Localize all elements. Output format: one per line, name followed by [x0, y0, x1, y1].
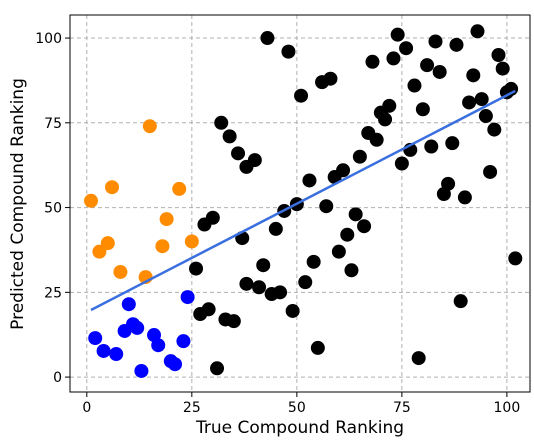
point — [134, 363, 149, 378]
y-tick-label: 100 — [35, 31, 62, 47]
point — [453, 294, 468, 309]
point — [336, 163, 351, 178]
point — [239, 276, 254, 291]
point — [155, 239, 170, 254]
y-tick-label: 50 — [44, 201, 62, 217]
point — [294, 88, 309, 103]
y-tick-label: 0 — [53, 370, 62, 386]
point — [180, 290, 195, 305]
y-tick-label: 75 — [44, 116, 62, 132]
point — [457, 190, 472, 205]
point — [319, 199, 334, 214]
point — [151, 338, 166, 353]
point — [306, 254, 321, 269]
point — [478, 109, 493, 124]
point — [201, 302, 216, 317]
point — [130, 320, 145, 335]
point — [474, 92, 489, 107]
point — [357, 219, 372, 234]
point — [365, 54, 380, 69]
point — [88, 331, 103, 346]
point — [348, 207, 363, 222]
x-tick-label: 75 — [393, 400, 411, 416]
point — [428, 34, 443, 49]
point — [231, 146, 246, 161]
point — [168, 357, 183, 372]
point — [84, 193, 99, 208]
x-tick-label: 100 — [494, 400, 521, 416]
point — [256, 258, 271, 273]
point — [184, 234, 199, 249]
point — [424, 139, 439, 154]
point — [432, 64, 447, 79]
plot-frame — [69, 14, 531, 393]
point — [226, 314, 241, 329]
point — [210, 361, 225, 376]
point — [285, 303, 300, 318]
point — [142, 119, 157, 134]
point — [159, 212, 174, 227]
point — [310, 340, 325, 355]
point — [344, 263, 359, 278]
x-tick-label: 25 — [183, 400, 201, 416]
point — [399, 41, 414, 56]
point — [386, 51, 401, 66]
y-tick-label: 25 — [44, 285, 62, 301]
point — [298, 275, 313, 290]
point — [323, 71, 338, 86]
point — [247, 153, 262, 168]
point — [281, 44, 296, 59]
point — [470, 24, 485, 39]
point — [197, 217, 212, 232]
point — [176, 334, 191, 349]
point — [466, 68, 481, 83]
point — [109, 347, 124, 362]
point — [214, 115, 229, 130]
point — [113, 264, 128, 279]
point — [100, 236, 115, 251]
point — [252, 280, 267, 295]
x-tick-label: 0 — [82, 400, 91, 416]
point — [390, 27, 405, 42]
point — [508, 251, 523, 266]
point — [394, 156, 409, 171]
point — [441, 176, 456, 191]
point — [260, 31, 275, 46]
point — [462, 95, 477, 110]
point — [302, 173, 317, 188]
y-axis-label: Predicted Compound Ranking — [8, 78, 28, 330]
point — [407, 78, 422, 93]
point — [121, 297, 136, 312]
point — [369, 132, 384, 147]
x-tick-label: 50 — [288, 400, 306, 416]
point — [495, 61, 510, 76]
point — [378, 112, 393, 127]
point — [411, 351, 426, 366]
point — [491, 48, 506, 63]
point — [445, 136, 460, 151]
point — [483, 164, 498, 179]
point — [189, 261, 204, 276]
x-axis-label: True Compound Ranking — [195, 418, 404, 438]
point — [96, 343, 111, 358]
fit-line — [90, 89, 516, 312]
point — [449, 37, 464, 52]
point — [172, 181, 187, 196]
point — [352, 149, 367, 164]
point — [273, 285, 288, 300]
point — [415, 102, 430, 117]
point — [487, 122, 502, 137]
point — [420, 58, 435, 73]
point — [268, 221, 283, 236]
point — [382, 98, 397, 113]
point — [340, 227, 355, 242]
point — [105, 180, 120, 195]
point — [331, 244, 346, 259]
point — [222, 129, 237, 144]
